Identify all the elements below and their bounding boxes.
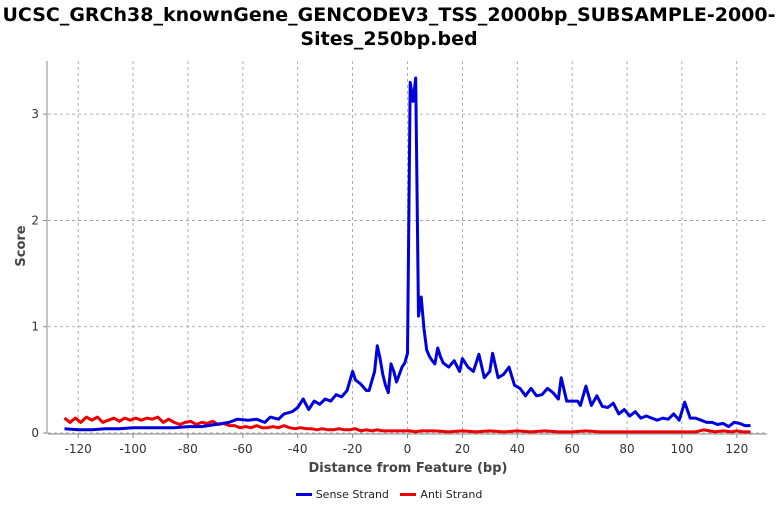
x-tick-label: 40 <box>510 442 525 456</box>
y-tick-label: 0 <box>31 426 39 440</box>
y-tick-label: 1 <box>31 320 39 334</box>
x-axis-label: Distance from Feature (bp) <box>308 461 507 476</box>
chart-title-line-1: UCSC_GRCh38_knownGene_GENCODEV3_TSS_2000… <box>2 4 776 26</box>
grid-lines <box>48 61 767 434</box>
x-tick-label: 60 <box>565 442 580 456</box>
x-tick-label: 0 <box>404 442 412 456</box>
series-line-anti-strand <box>63 415 751 434</box>
chart-title-line-2: Sites_250bp.bed <box>300 28 478 50</box>
y-axis-label: Score <box>14 225 29 266</box>
x-tick-label: 80 <box>619 442 634 456</box>
x-tick-label: -20 <box>343 442 363 456</box>
axes <box>43 61 767 438</box>
x-tick-label: -120 <box>65 442 92 456</box>
x-tick-label: 20 <box>455 442 470 456</box>
legend-item-sense: Sense Strand <box>295 488 389 501</box>
y-tick-label: 3 <box>31 107 39 121</box>
series-line-sense-strand <box>64 76 751 432</box>
x-tick-label: 100 <box>670 442 693 456</box>
y-tick-label: 2 <box>31 213 39 227</box>
legend-item-anti: Anti Strand <box>400 488 482 501</box>
x-tick-label: 120 <box>725 442 748 456</box>
legend-swatch-anti <box>400 493 417 496</box>
legend: Sense Strand Anti Strand <box>0 486 778 501</box>
x-tick-label: -40 <box>288 442 308 456</box>
legend-label-sense: Sense Strand <box>315 488 389 501</box>
x-tick-label: -60 <box>233 442 253 456</box>
legend-label-anti: Anti Strand <box>420 488 483 501</box>
data-series <box>63 76 751 434</box>
tick-labels: -120 -100 -80 -60 -40 -20 0 20 40 60 80 100 120 0 1 2 3 <box>31 107 748 456</box>
x-tick-label: -80 <box>178 442 198 456</box>
legend-swatch-sense <box>295 493 312 496</box>
x-tick-label: -100 <box>119 442 146 456</box>
